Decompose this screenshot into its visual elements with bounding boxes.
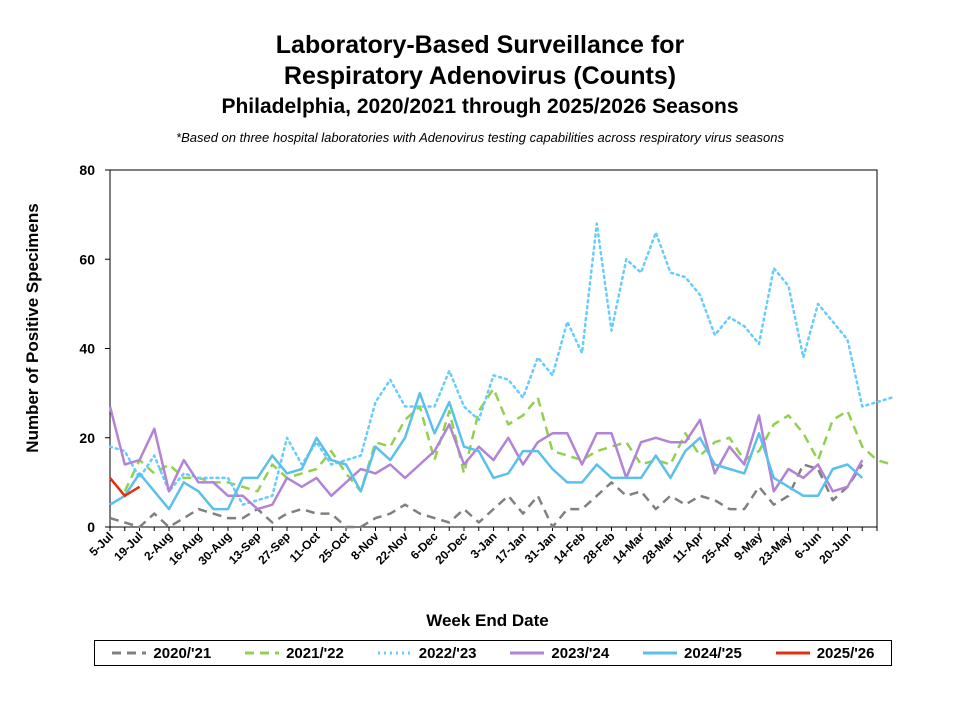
legend-item: 2021/'22 <box>244 645 344 662</box>
legend-item: 2024/'25 <box>642 645 742 662</box>
x-tick-label: 14-Feb <box>551 529 588 566</box>
y-tick-label: 20 <box>79 430 95 446</box>
series-line-2021-22 <box>123 387 893 493</box>
title-line-2: Respiratory Adenovirus (Counts) <box>283 62 677 90</box>
x-tick-label: 22-Nov <box>373 529 411 567</box>
legend-swatch <box>510 651 545 655</box>
x-tick-label: 31-Jan <box>522 529 559 566</box>
series-line-2025-26 <box>109 477 141 498</box>
legend-label: 2020/'21 <box>153 644 212 662</box>
x-tick-label: 20-Jun <box>816 529 853 566</box>
x-tick-label: 11-Apr <box>670 529 707 566</box>
x-tick-label: 20-Dec <box>432 529 470 567</box>
x-tick-label: 23-May <box>756 529 795 568</box>
legend-label: 2023/'24 <box>551 644 610 662</box>
series-line-2022-23 <box>108 222 894 506</box>
x-tick-label: 28-Feb <box>580 529 617 566</box>
legend-item: 2025/'26 <box>775 645 875 662</box>
plot-area-border <box>109 169 878 528</box>
legend-swatch <box>245 651 280 655</box>
x-tick-label: 27-Sep <box>255 529 293 567</box>
series-line-2024-25 <box>109 391 864 511</box>
chart-footnote: *Based on three hospital laboratories wi… <box>176 130 784 145</box>
series-line-2020-21 <box>109 463 864 529</box>
y-tick-label: 60 <box>79 251 95 267</box>
x-tick-label: 25-Apr <box>699 529 736 566</box>
legend-label: 2021/'22 <box>286 644 344 662</box>
x-axis-label: Week End Date <box>426 611 549 630</box>
x-tick-label: 17-Jan <box>492 529 529 566</box>
chart-title: Laboratory-Based Surveillance for Respir… <box>0 30 960 121</box>
x-tick-label: 30-Aug <box>195 529 234 568</box>
title-line-3: Philadelphia, 2020/2021 through 2025/202… <box>221 95 739 118</box>
legend-item: 2020/'21 <box>111 645 211 662</box>
legend-label: 2022/'23 <box>418 644 477 662</box>
legend-swatch <box>643 651 678 655</box>
title-line-1: Laboratory-Based Surveillance for <box>275 31 685 59</box>
legend-item: 2022/'23 <box>377 645 477 662</box>
chart-legend: 2020/'21 2021/'22 2022/'23 2023/'24 2024/'25… <box>94 640 892 666</box>
y-tick-label: 80 <box>79 162 95 178</box>
x-tick-label: 19-Jul <box>111 529 145 563</box>
legend-swatch <box>775 651 810 655</box>
x-tick-label: 13-Sep <box>226 529 264 567</box>
y-tick-label: 40 <box>79 341 95 357</box>
legend-label: 2024/'25 <box>684 644 742 662</box>
legend-swatch <box>112 651 147 655</box>
legend-swatch <box>377 651 412 655</box>
x-tick-label: 25-Oct <box>316 529 352 565</box>
x-tick-label: 11-Oct <box>287 529 323 565</box>
x-tick-label: 28-Mar <box>639 529 676 566</box>
legend-label: 2025/'26 <box>816 644 875 662</box>
legend-item: 2023/'24 <box>509 645 609 662</box>
y-tick-label: 0 <box>87 519 95 535</box>
x-tick-label: 14-Mar <box>610 529 647 566</box>
line-chart: 0204060805-Jul19-Jul2-Aug16-Aug30-Aug13-… <box>79 162 894 568</box>
